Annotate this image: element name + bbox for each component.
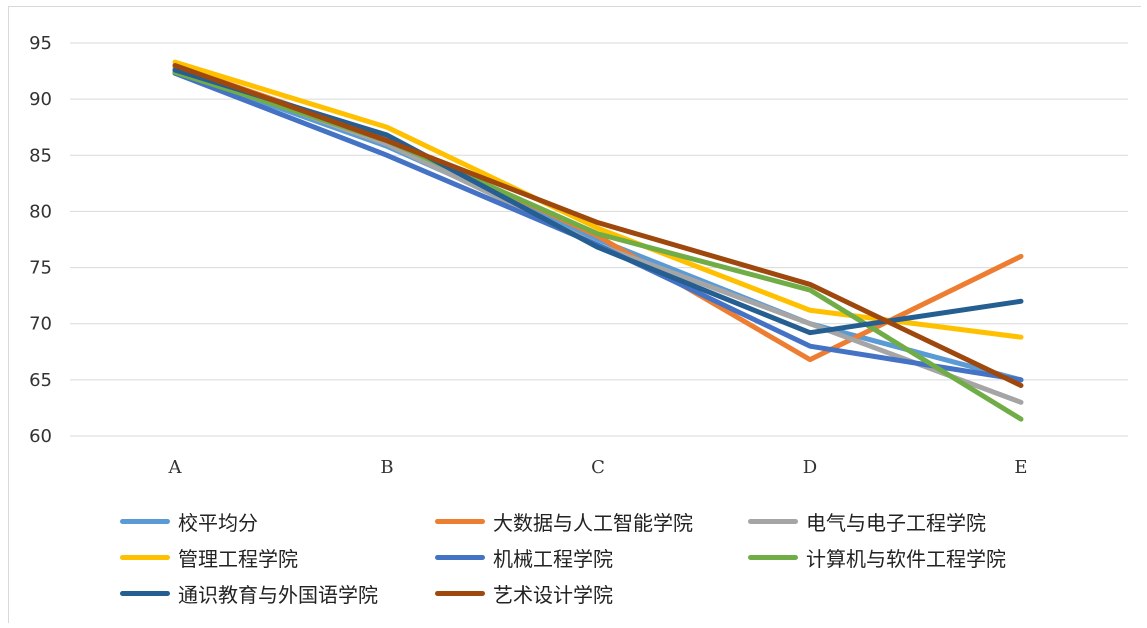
legend-label: 校平均分 — [178, 510, 258, 535]
legend-label: 电气与电子工程学院 — [806, 510, 986, 535]
y-tick-label: 80 — [29, 201, 52, 222]
series-line-3 — [172, 59, 1024, 340]
series-lines — [172, 59, 1024, 422]
legend-label: 通识教育与外国语学院 — [178, 582, 378, 607]
y-tick-label: 85 — [29, 145, 52, 166]
legend-item: 机械工程学院 — [435, 542, 613, 572]
y-axis-ticks: 60 65 70 75 80 85 90 95 — [29, 33, 52, 447]
legend-item: 通识教育与外国语学院 — [120, 578, 378, 608]
legend-item: 艺术设计学院 — [435, 578, 613, 608]
y-tick-label: 90 — [29, 89, 52, 110]
chart-frame — [8, 6, 1141, 623]
grid-lines — [70, 42, 1128, 437]
legend-swatch — [120, 590, 170, 596]
legend-swatch — [435, 518, 485, 524]
legend-label: 大数据与人工智能学院 — [493, 510, 693, 535]
legend-label: 艺术设计学院 — [493, 582, 613, 607]
x-axis-ticks: A B C D E — [168, 457, 1028, 478]
legend-swatch — [748, 554, 798, 560]
x-tick-label: C — [591, 457, 605, 478]
x-tick-label: A — [168, 457, 183, 478]
legend-swatch — [748, 518, 798, 524]
legend-swatch — [120, 554, 170, 560]
legend-swatch — [120, 518, 170, 524]
y-tick-label: 65 — [29, 370, 52, 391]
legend-item: 计算机与软件工程学院 — [748, 542, 1006, 572]
x-tick-label: D — [803, 457, 817, 478]
legend-item: 管理工程学院 — [120, 542, 298, 572]
legend-swatch — [435, 590, 485, 596]
series-line-0 — [172, 68, 1024, 383]
legend-item: 校平均分 — [120, 506, 258, 536]
y-tick-label: 75 — [29, 258, 52, 279]
y-tick-label: 60 — [29, 426, 52, 447]
y-tick-label: 95 — [29, 33, 52, 54]
legend-item: 大数据与人工智能学院 — [435, 506, 693, 536]
legend-label: 机械工程学院 — [493, 546, 613, 571]
x-tick-label: B — [380, 457, 393, 478]
legend-item: 电气与电子工程学院 — [748, 506, 986, 536]
y-tick-label: 70 — [29, 314, 52, 335]
legend-label: 管理工程学院 — [178, 546, 298, 571]
x-tick-label: E — [1014, 457, 1027, 478]
legend-swatch — [435, 554, 485, 560]
series-line-7 — [172, 62, 1024, 388]
legend-label: 计算机与软件工程学院 — [806, 546, 1006, 571]
legend: 校平均分 大数据与人工智能学院 电气与电子工程学院管理工程学院 机械工程学院 计算机与软… — [120, 500, 1080, 620]
